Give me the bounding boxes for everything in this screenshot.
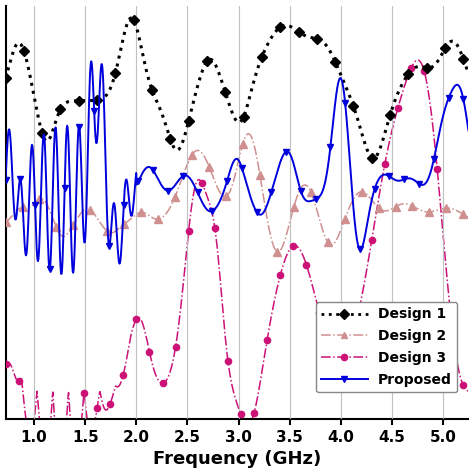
Legend: Design 1, Design 2, Design 3, Proposed: Design 1, Design 2, Design 3, Proposed — [316, 302, 457, 392]
X-axis label: Frequency (GHz): Frequency (GHz) — [153, 450, 321, 468]
